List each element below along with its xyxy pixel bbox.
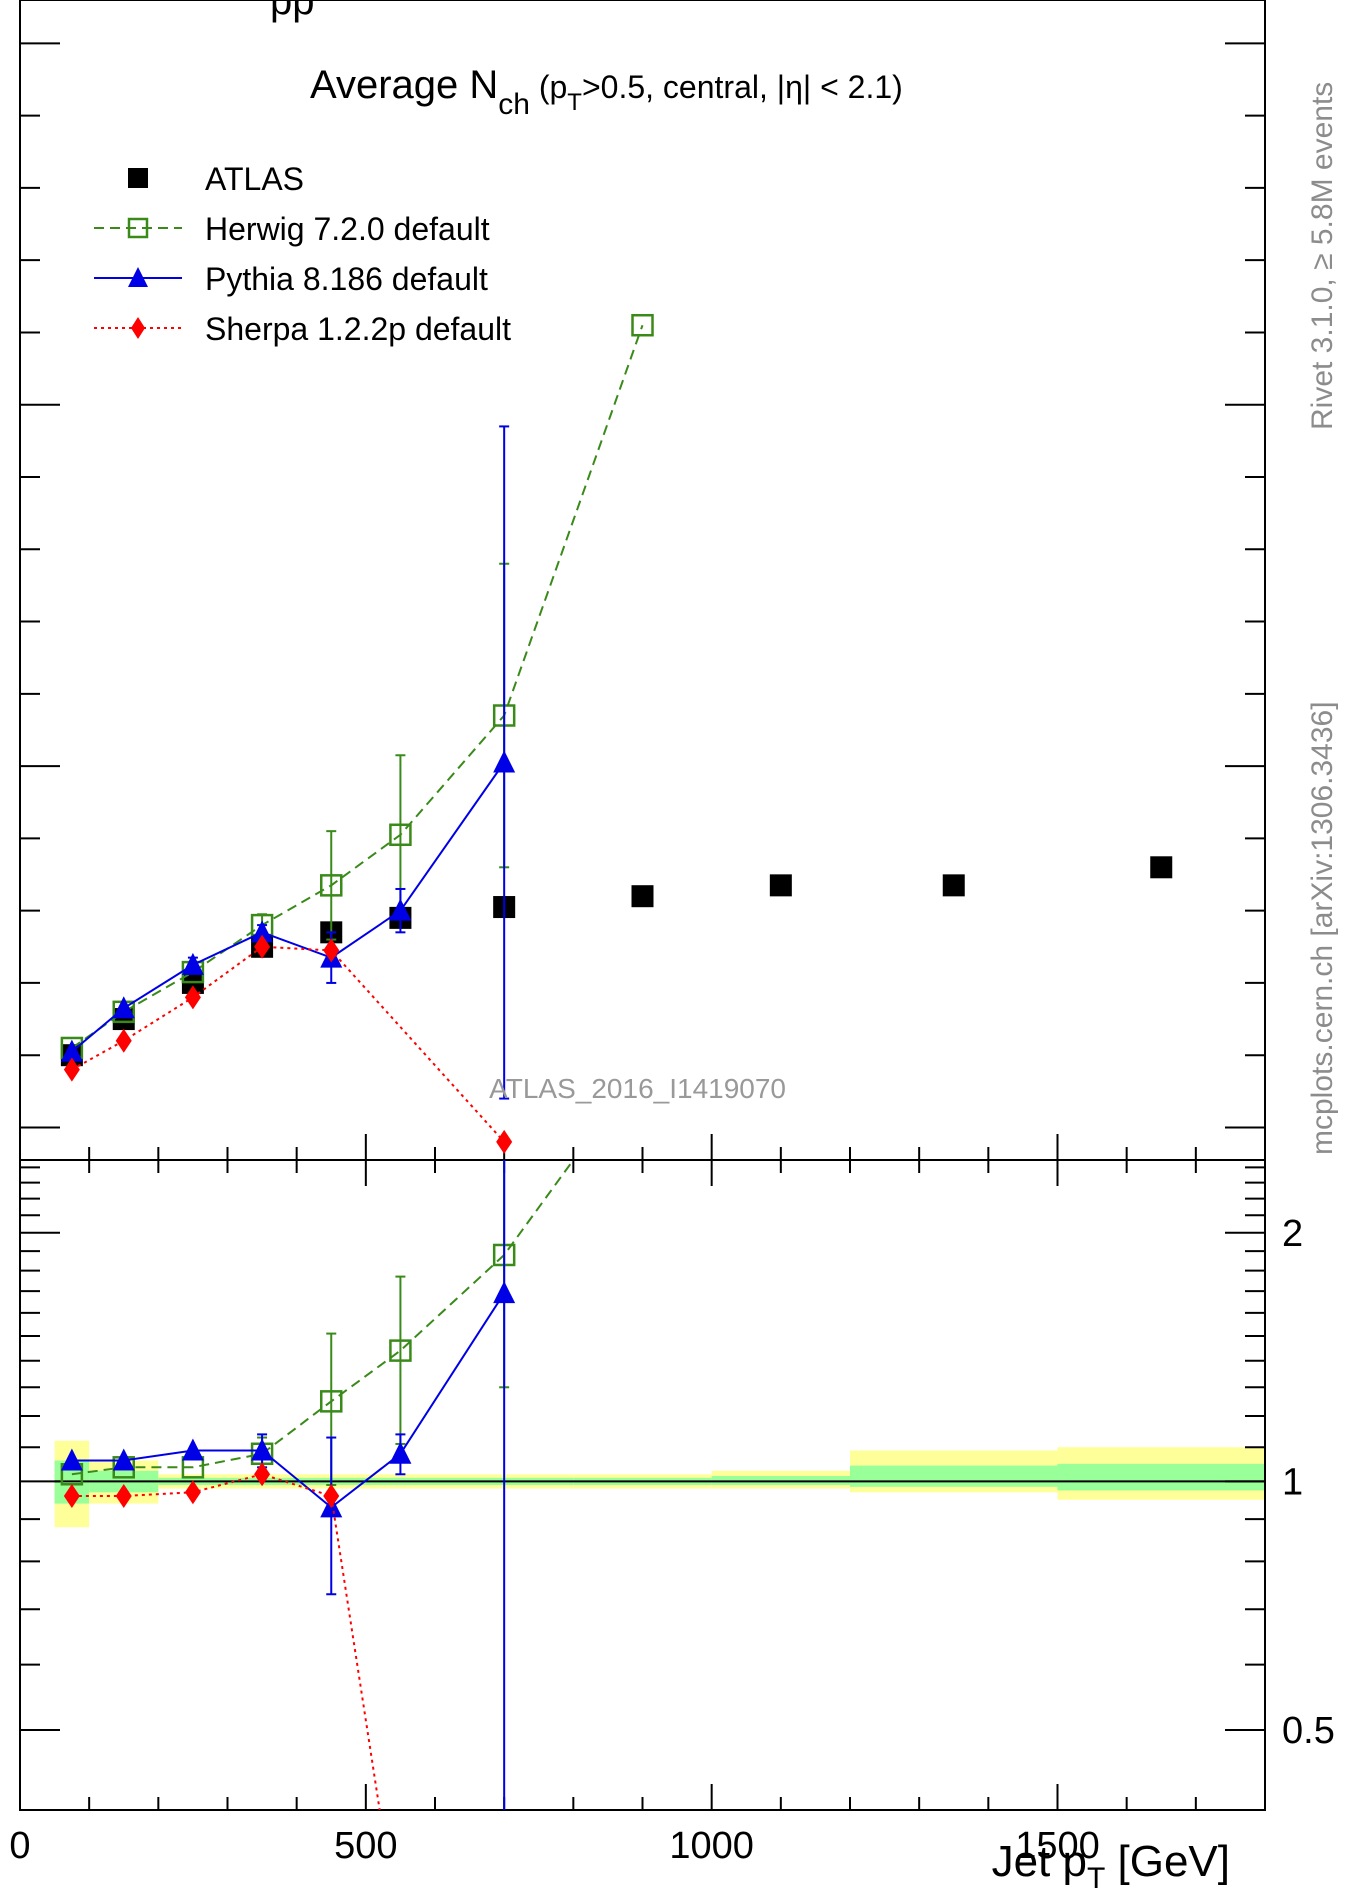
data-point xyxy=(254,934,271,959)
uncertainty-band-inner xyxy=(1057,1463,1265,1491)
series-line xyxy=(71,1473,381,1810)
series-herwig xyxy=(60,313,654,1060)
series-line xyxy=(71,945,505,1143)
ratio-series-sherpa xyxy=(63,1462,381,1810)
x-tick-label: 0 xyxy=(9,1825,30,1867)
plot-title: Average Nch (pT>0.5, central, |η| < 2.1) xyxy=(310,63,903,121)
data-point xyxy=(131,317,145,339)
x-axis-label: Jet pT [GeV] xyxy=(992,1837,1230,1888)
ratio-series-herwig xyxy=(60,1160,575,1486)
data-point xyxy=(320,874,343,897)
series-sherpa xyxy=(63,934,513,1154)
data-point xyxy=(115,1484,132,1509)
data-point xyxy=(320,1390,343,1413)
data-point xyxy=(254,1462,271,1487)
series-line xyxy=(71,1160,575,1476)
ratio-series-pythia xyxy=(60,1160,516,1810)
data-point xyxy=(184,1480,201,1505)
data-point xyxy=(493,750,516,773)
data-point xyxy=(112,1448,135,1471)
data-point xyxy=(942,874,965,897)
uncertainty-band-inner xyxy=(850,1465,1058,1487)
analysis-label: ATLAS_2016_I1419070 xyxy=(489,1073,786,1104)
error-bar xyxy=(503,1160,506,1810)
data-point xyxy=(181,952,204,975)
top-clipped-text: pp xyxy=(270,0,315,23)
data-point xyxy=(251,1438,274,1461)
data-point xyxy=(769,874,792,897)
x-tick-label: 500 xyxy=(334,1825,397,1867)
data-point xyxy=(128,168,148,188)
y-tick-label: 0.5 xyxy=(1282,1710,1335,1752)
data-point xyxy=(631,313,654,337)
data-point xyxy=(63,1057,80,1082)
legend-label: Pythia 8.186 default xyxy=(205,261,488,297)
data-point xyxy=(631,885,654,908)
legend-label: ATLAS xyxy=(205,161,304,197)
data-point xyxy=(323,1484,340,1509)
data-point xyxy=(251,920,274,943)
data-point xyxy=(128,267,148,287)
legend-item: Sherpa 1.2.2p default xyxy=(94,311,511,347)
legend-label: Herwig 7.2.0 default xyxy=(205,211,490,247)
data-point xyxy=(63,1484,80,1509)
legend-label: Sherpa 1.2.2p default xyxy=(205,311,511,347)
y-tick-label: 1 xyxy=(1282,1461,1303,1503)
series-line xyxy=(71,761,505,1053)
data-point xyxy=(389,823,412,847)
rivet-version-label: Rivet 3.1.0, ≥ 5.8M events xyxy=(1306,82,1339,430)
data-point xyxy=(60,1448,83,1471)
data-point xyxy=(112,996,135,1019)
data-point xyxy=(60,1039,83,1062)
data-point xyxy=(184,985,201,1010)
data-point xyxy=(1150,856,1173,879)
data-point xyxy=(115,1028,132,1053)
data-point xyxy=(496,1129,513,1154)
legend-item: Pythia 8.186 default xyxy=(94,261,488,297)
data-point xyxy=(127,217,149,239)
series-pythia xyxy=(60,425,516,1100)
x-tick-label: 1500 xyxy=(1015,1825,1100,1867)
legend-item: ATLAS xyxy=(128,161,304,197)
data-point xyxy=(389,898,412,921)
series-atlas xyxy=(60,856,1173,1067)
x-tick-label: 1000 xyxy=(669,1825,754,1867)
legend-item: Herwig 7.2.0 default xyxy=(94,211,490,247)
data-point xyxy=(181,1438,204,1461)
data-point xyxy=(389,1441,412,1464)
y-tick-label: 2 xyxy=(1282,1213,1303,1255)
data-point xyxy=(323,938,340,963)
data-point xyxy=(389,1339,412,1362)
mcplots-label: mcplots.cern.ch [arXiv:1306.3436] xyxy=(1306,701,1339,1155)
data-point xyxy=(493,1281,516,1304)
